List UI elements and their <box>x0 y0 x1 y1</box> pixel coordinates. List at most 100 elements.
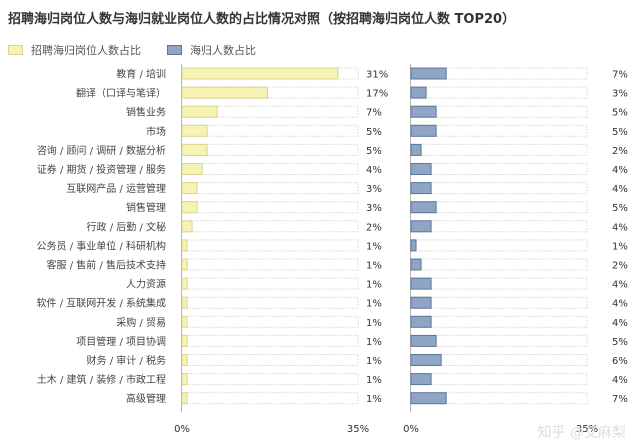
bar-track-returnee <box>410 143 588 156</box>
category-label: 市场 <box>146 125 166 138</box>
bar-track-recruit <box>181 86 359 99</box>
bar-returnee <box>410 239 417 252</box>
category-label: 项目管理 / 项目协调 <box>76 335 166 348</box>
category-label: 销售业务 <box>126 106 166 119</box>
bar-recruit <box>181 220 193 233</box>
bar-recruit <box>181 392 188 405</box>
bar-returnee <box>410 258 422 271</box>
data-label-recruit: 1% <box>366 318 382 329</box>
bar-returnee <box>410 354 442 366</box>
category-label: 行政 / 后勤 / 文秘 <box>87 220 166 233</box>
bar-track-recruit <box>181 354 359 366</box>
data-label-returnee: 4% <box>612 222 628 233</box>
bar-returnee <box>410 296 432 309</box>
data-label-recruit: 1% <box>366 280 382 291</box>
bar-recruit <box>181 373 188 386</box>
data-label-returnee: 5% <box>612 108 628 119</box>
bar-returnee <box>410 163 432 175</box>
tick-label-recruit: 35% <box>347 424 369 435</box>
bar-returnee <box>410 124 437 137</box>
bar-track-returnee <box>410 334 588 347</box>
bar-track-returnee <box>410 373 588 386</box>
data-label-returnee: 4% <box>612 299 628 310</box>
bar-track-recruit <box>181 163 359 175</box>
category-label: 公务员 / 事业单位 / 科研机构 <box>37 239 166 252</box>
data-label-returnee: 3% <box>612 89 628 100</box>
data-label-recruit: 3% <box>366 184 382 195</box>
data-label-returnee: 4% <box>612 318 628 329</box>
data-label-recruit: 2% <box>366 222 382 233</box>
bar-track-returnee <box>410 258 588 271</box>
bar-track-recruit <box>181 220 359 233</box>
bar-recruit <box>181 354 188 366</box>
bar-track-recruit <box>181 296 359 309</box>
legend-item-recruit-share: 招聘海归岗位人数占比 <box>8 42 141 58</box>
bar-recruit <box>181 182 198 195</box>
bar-returnee <box>410 392 447 405</box>
bar-track-returnee <box>410 392 588 405</box>
bar-returnee <box>410 105 437 118</box>
bar-track-recruit <box>181 277 359 290</box>
data-label-returnee: 2% <box>612 146 628 157</box>
category-label: 教育 / 培训 <box>116 68 166 81</box>
bar-returnee <box>410 373 432 386</box>
bar-track-recruit <box>181 239 359 252</box>
tick-label-returnee: 35% <box>576 424 598 435</box>
data-label-recruit: 1% <box>366 241 382 252</box>
bar-returnee <box>410 67 447 80</box>
bar-recruit <box>181 67 339 80</box>
chart-title: 招聘海归岗位人数与海归就业岗位人数的占比情况对照（按招聘海归岗位人数 TOP20… <box>8 12 516 27</box>
bar-track-returnee <box>410 124 588 137</box>
bar-returnee <box>410 201 437 214</box>
bar-recruit <box>181 124 208 137</box>
bar-track-returnee <box>410 354 588 366</box>
data-label-recruit: 1% <box>366 261 382 272</box>
category-label: 证券 / 期货 / 投资管理 / 服务 <box>37 163 166 176</box>
data-label-returnee: 6% <box>612 356 628 367</box>
bar-returnee <box>410 182 432 195</box>
data-label-returnee: 1% <box>612 241 628 252</box>
data-label-returnee: 4% <box>612 280 628 291</box>
category-label: 销售管理 <box>126 201 166 214</box>
bar-track-recruit <box>181 124 359 137</box>
data-label-recruit: 7% <box>366 108 382 119</box>
bar-recruit <box>181 86 268 99</box>
bar-returnee <box>410 86 427 99</box>
data-label-recruit: 5% <box>366 146 382 157</box>
data-label-returnee: 5% <box>612 127 628 138</box>
data-label-returnee: 4% <box>612 375 628 386</box>
data-label-recruit: 1% <box>366 375 382 386</box>
data-label-recruit: 1% <box>366 337 382 348</box>
bar-track-returnee <box>410 182 588 195</box>
data-label-recruit: 1% <box>366 356 382 367</box>
bar-track-returnee <box>410 67 588 80</box>
tick-label-returnee: 0% <box>403 424 419 435</box>
bar-track-returnee <box>410 277 588 290</box>
legend-item-returnee-share: 海归人数占比 <box>167 42 256 58</box>
category-label: 财务 / 审计 / 税务 <box>87 354 166 367</box>
bar-recruit <box>181 277 188 290</box>
tick-label-recruit: 0% <box>174 424 190 435</box>
bar-track-returnee <box>410 239 588 252</box>
bar-recruit <box>181 315 188 328</box>
bar-returnee <box>410 334 437 347</box>
bar-track-recruit <box>181 392 359 405</box>
data-label-recruit: 3% <box>366 203 382 214</box>
bar-track-recruit <box>181 105 359 118</box>
bar-returnee <box>410 315 432 328</box>
data-label-recruit: 1% <box>366 394 382 405</box>
data-label-recruit: 31% <box>366 70 388 81</box>
bar-recruit <box>181 105 218 118</box>
category-label: 采购 / 贸易 <box>116 316 166 329</box>
category-label: 软件 / 互联网开发 / 系统集成 <box>37 297 166 310</box>
bar-track-recruit <box>181 334 359 347</box>
category-label: 互联网产品 / 运营管理 <box>66 182 166 195</box>
bar-track-returnee <box>410 105 588 118</box>
chart-legend: 招聘海归岗位人数占比 海归人数占比 <box>8 42 282 58</box>
bar-recruit <box>181 258 188 271</box>
watermark-text: 知乎 @艾麻梨 <box>537 425 626 441</box>
category-label: 人力资源 <box>126 278 166 291</box>
bar-track-recruit <box>181 258 359 271</box>
legend-label-returnee-share: 海归人数占比 <box>190 44 256 57</box>
data-label-returnee: 5% <box>612 337 628 348</box>
